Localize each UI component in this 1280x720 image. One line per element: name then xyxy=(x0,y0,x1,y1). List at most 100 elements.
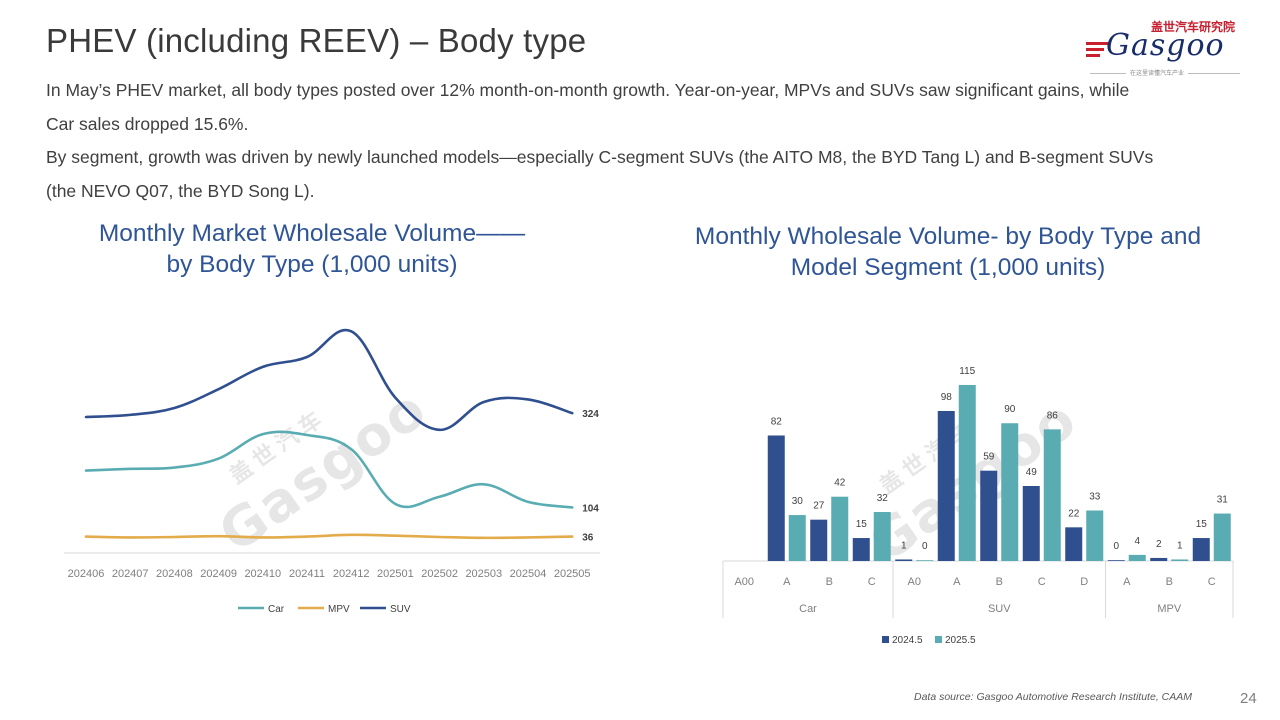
x-tick-label: 202505 xyxy=(554,568,591,580)
bar-data-label: 115 xyxy=(959,366,975,377)
legend-label-mpv: MPV xyxy=(328,604,350,615)
bar-data-label: 42 xyxy=(834,478,846,489)
bar-2025-5 xyxy=(1213,513,1231,561)
group-label-suv: SUV xyxy=(988,603,1011,615)
bar-2024-5 xyxy=(1150,557,1168,561)
bar-2025-5 xyxy=(1128,554,1146,561)
bar-data-label: 4 xyxy=(1134,536,1140,547)
logo-chinese-name: 盖世汽车研究院 xyxy=(1150,20,1235,34)
bar-2024-5 xyxy=(1022,485,1040,561)
group-label-mpv: MPV xyxy=(1157,603,1182,615)
description-line: (the NEVO Q07, the BYD Song L). xyxy=(46,180,315,201)
segment-tick-label: A0 xyxy=(908,576,921,588)
bar-data-label: 15 xyxy=(1196,519,1208,530)
x-tick-label: 202502 xyxy=(421,568,458,580)
left-chart-title: Monthly Market Wholesale Volume—— by Bod… xyxy=(62,218,562,280)
legend-label-2025-5: 2025.5 xyxy=(945,635,976,646)
x-tick-label: 202410 xyxy=(244,568,281,580)
segment-tick-label: D xyxy=(1080,576,1088,588)
legend-swatch-2024-5 xyxy=(882,636,889,643)
left-chart-title-line: Monthly Market Wholesale Volume—— xyxy=(98,220,526,247)
x-tick-label: 202501 xyxy=(377,568,414,580)
bar-2024-5 xyxy=(767,435,785,561)
segment-tick-label: A xyxy=(783,576,791,588)
page-number: 24 xyxy=(1240,690,1257,707)
x-tick-label: 202406 xyxy=(68,568,105,580)
segment-tick-label: A xyxy=(1123,576,1131,588)
bar-2025-5 xyxy=(958,384,976,561)
right-chart-title: Monthly Wholesale Volume- by Body Type a… xyxy=(648,221,1248,283)
bar-data-label: 31 xyxy=(1217,495,1229,506)
series-line-mpv xyxy=(84,533,574,540)
segment-tick-label: B xyxy=(1166,576,1173,588)
logo-wordmark: Gasgoo xyxy=(1106,28,1225,63)
segment-tick-label: B xyxy=(996,576,1003,588)
bar-2025-5 xyxy=(1001,423,1019,561)
bar-2024-5 xyxy=(937,410,955,561)
description: In May’s PHEV market, all body types pos… xyxy=(46,74,1246,208)
series-line-car xyxy=(84,430,574,509)
bar-data-label: 0 xyxy=(922,541,928,552)
bar-data-label: 49 xyxy=(1026,467,1038,478)
legend-label-2024-5: 2024.5 xyxy=(892,635,923,646)
series-line-suv xyxy=(84,328,574,432)
bar-2024-5 xyxy=(852,538,870,561)
bar-data-label: 82 xyxy=(771,416,783,427)
data-source: Data source: Gasgoo Automotive Research … xyxy=(914,691,1192,703)
logo-tagline: 在这里读懂汽车产业 xyxy=(1126,68,1189,77)
x-tick-label: 202407 xyxy=(112,568,149,580)
bar-data-label: 27 xyxy=(813,501,825,512)
bar-data-label: 15 xyxy=(856,519,868,530)
bar-2025-5 xyxy=(916,560,934,561)
right-chart-title-line: Model Segment (1,000 units) xyxy=(790,254,1106,281)
right-chart-title-line: Monthly Wholesale Volume- by Body Type a… xyxy=(694,223,1202,250)
x-tick-label: 202412 xyxy=(333,568,370,580)
group-label-car: Car xyxy=(799,603,817,615)
description-line: In May’s PHEV market, all body types pos… xyxy=(46,80,1130,100)
left-chart-title-line: by Body Type (1,000 units) xyxy=(166,251,458,278)
x-tick-label: 202503 xyxy=(465,568,502,580)
bar-2025-5 xyxy=(873,512,891,561)
data-label-suv: 324 xyxy=(582,409,599,420)
bar-data-label: 1 xyxy=(901,540,907,551)
bar-2024-5 xyxy=(1065,527,1083,561)
segment-tick-label: C xyxy=(1038,576,1046,588)
bar-data-label: 2 xyxy=(1156,539,1162,550)
segment-tick-label: C xyxy=(1208,576,1216,588)
bar-2025-5 xyxy=(788,515,806,561)
bar-data-label: 59 xyxy=(983,452,995,463)
data-label-mpv: 36 xyxy=(582,533,594,544)
bar-data-label: 22 xyxy=(1068,508,1080,519)
bar-2024-5 xyxy=(980,470,998,561)
bar-data-label: 32 xyxy=(877,493,889,504)
description-line: Car sales dropped 15.6%. xyxy=(46,113,249,134)
segment-tick-label: A xyxy=(953,576,961,588)
legend-label-car: Car xyxy=(268,604,285,615)
segment-tick-label: B xyxy=(826,576,833,588)
x-tick-label: 202504 xyxy=(510,568,547,580)
segment-tick-label: C xyxy=(868,576,876,588)
bar-data-label: 0 xyxy=(1113,541,1119,552)
bar-2024-5 xyxy=(810,519,828,561)
bar-data-label: 1 xyxy=(1177,540,1183,551)
x-tick-label: 202411 xyxy=(289,568,325,580)
logo-speed-bars-icon xyxy=(1086,42,1108,60)
description-line: By segment, growth was driven by newly l… xyxy=(46,147,1154,167)
x-tick-label: 202409 xyxy=(200,568,237,580)
bar-2024-5 xyxy=(1192,538,1210,561)
legend-swatch-2025-5 xyxy=(935,636,942,643)
segment-tick-label: A00 xyxy=(734,576,754,588)
bar-data-label: 30 xyxy=(792,496,804,507)
bar-2025-5 xyxy=(831,496,849,561)
data-label-car: 104 xyxy=(582,503,599,514)
bar-2024-5 xyxy=(1107,560,1125,561)
bar-2025-5 xyxy=(1171,559,1189,561)
x-tick-label: 202408 xyxy=(156,568,193,580)
gasgoo-logo: 盖世汽车研究院 Gasgoo 在这里读懂汽车产业 xyxy=(1086,16,1241,78)
page-title: PHEV (including REEV) – Body type xyxy=(46,22,587,59)
legend-label-suv: SUV xyxy=(390,604,411,615)
bar-2025-5 xyxy=(1043,429,1061,561)
bar-2025-5 xyxy=(1086,510,1104,561)
